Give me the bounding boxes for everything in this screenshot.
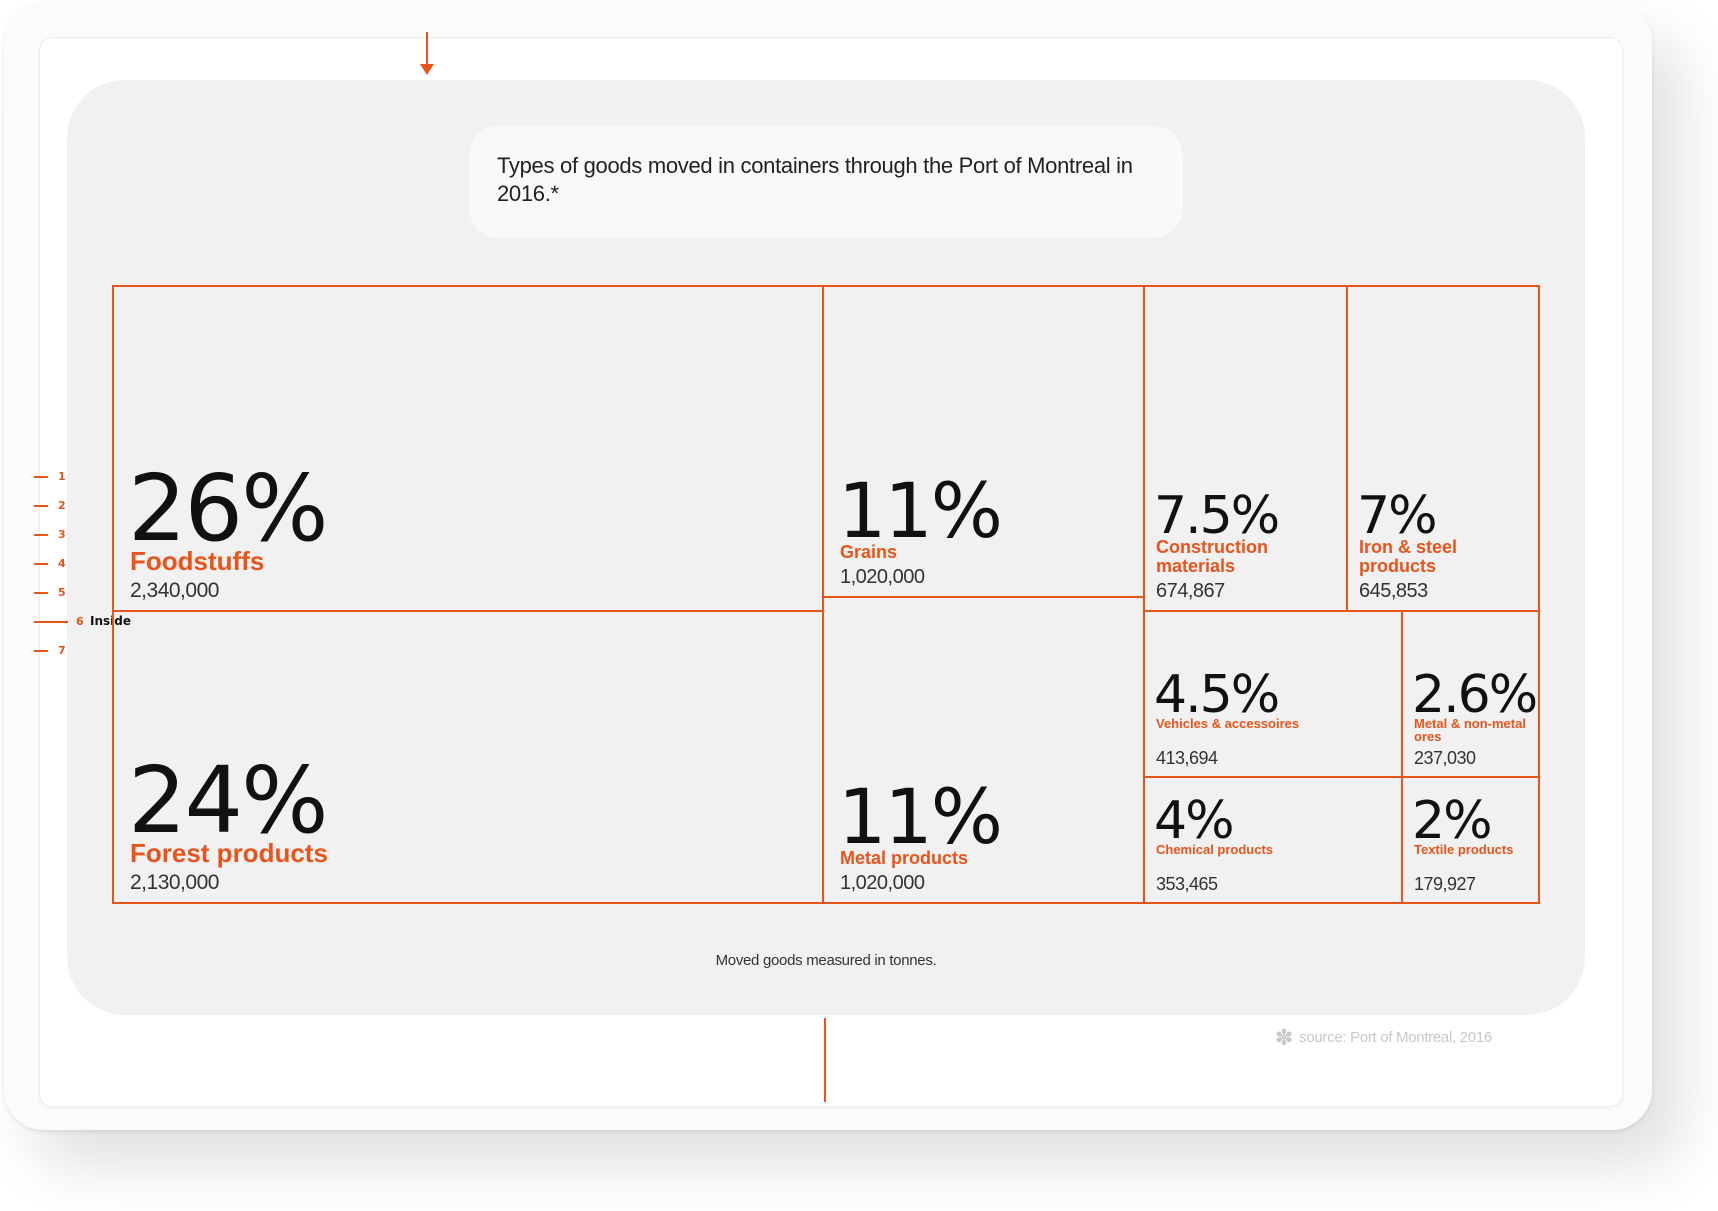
tile-value: 353,465 [1156, 874, 1218, 894]
down-arrow-icon [420, 64, 434, 75]
tile-value: 1,020,000 [840, 872, 925, 894]
treemap-tile[interactable]: 11% Grains 1,020,000 [822, 285, 1145, 598]
tile-value: 2,340,000 [130, 579, 219, 602]
tile-percent: 11% [838, 466, 1003, 556]
ruler-tick [34, 505, 48, 507]
tile-percent: 7.5% [1154, 486, 1280, 547]
treemap-tile[interactable]: 24% Forest products 2,130,000 [112, 610, 824, 904]
tile-value: 2,130,000 [130, 871, 219, 894]
tile-label: Metal products [840, 848, 969, 869]
tile-label: Foodstuffs [130, 545, 265, 576]
treemap-tile[interactable]: 2% Textile products 179,927 [1401, 776, 1540, 904]
tile-percent: 4% [1154, 790, 1234, 851]
title-pill [469, 126, 1183, 238]
tile-label: Forest products [130, 837, 328, 868]
tile-label: Metal & non-metal ores [1414, 715, 1526, 745]
treemap-tile[interactable]: 2.6% Metal & non-metal ores 237,030 [1401, 610, 1540, 778]
tile-percent: 2.6% [1412, 664, 1538, 725]
treemap-tile[interactable]: 4% Chemical products 353,465 [1143, 776, 1403, 904]
tile-percent: 24% [128, 747, 328, 855]
ruler-mark[interactable]: 2 [58, 499, 66, 512]
treemap-tile[interactable]: 4.5% Vehicles & accessoires 413,694 [1143, 610, 1403, 778]
source-note: ✽ source: Port of Montreal, 2016 [1275, 1025, 1492, 1051]
top-arrow-line [426, 32, 428, 68]
tile-percent: 26% [128, 455, 328, 563]
footnote: Moved goods measured in tonnes. [715, 952, 937, 969]
ruler-active-label: Inside [90, 614, 131, 628]
ruler-tick [34, 592, 48, 594]
ruler-mark[interactable]: 3 [58, 528, 66, 541]
treemap-tile[interactable]: 7.5% Construction materials 674,867 [1143, 285, 1348, 612]
ruler-tick [34, 621, 68, 623]
tile-label: Iron & steel products [1359, 537, 1458, 577]
tile-percent: 4.5% [1154, 664, 1280, 725]
ruler-mark[interactable]: 7 [58, 644, 66, 657]
treemap: 26% Foodstuffs 2,340,000 24% Forest products… [112, 285, 1540, 904]
tile-percent: 7% [1357, 486, 1437, 547]
tile-value: 237,030 [1414, 748, 1476, 768]
tile-label: Textile products [1414, 841, 1514, 857]
ruler-mark[interactable]: 5 [58, 586, 66, 599]
tile-value: 179,927 [1414, 874, 1476, 894]
ruler-tick [34, 650, 48, 652]
tile-percent: 2% [1412, 790, 1492, 851]
tile-label: Chemical products [1156, 841, 1274, 857]
ruler-tick [34, 476, 48, 478]
treemap-tile[interactable]: 7% Iron & steel products 645,853 [1346, 285, 1540, 612]
tile-value: 674,867 [1156, 580, 1225, 602]
chart-title: Types of goods moved in containers throu… [497, 153, 1133, 206]
bottom-line [824, 1018, 826, 1102]
tile-percent: 11% [838, 772, 1003, 862]
ruler-mark[interactable]: 6 [76, 615, 84, 628]
ruler-mark[interactable]: 1 [58, 470, 66, 483]
ruler-tick [34, 534, 48, 536]
treemap-tile[interactable]: 11% Metal products 1,020,000 [822, 596, 1145, 904]
source-text: source: Port of Montreal, 2016 [1299, 1029, 1492, 1046]
tile-label: Construction materials [1156, 537, 1268, 577]
treemap-tile[interactable]: 26% Foodstuffs 2,340,000 [112, 285, 824, 612]
tile-value: 645,853 [1359, 580, 1428, 602]
tile-label: Grains [840, 542, 898, 563]
tile-value: 413,694 [1156, 748, 1218, 768]
tile-value: 1,020,000 [840, 566, 925, 588]
ruler-tick [34, 563, 48, 565]
asterisk-icon: ✽ [1275, 1025, 1294, 1050]
ruler-mark[interactable]: 4 [58, 557, 66, 570]
tile-label: Vehicles & accessoires [1156, 715, 1300, 731]
